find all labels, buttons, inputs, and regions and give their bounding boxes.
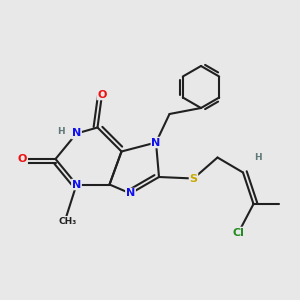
Text: N: N — [126, 188, 135, 199]
Text: O: O — [18, 154, 27, 164]
Text: N: N — [72, 179, 81, 190]
Text: CH₃: CH₃ — [58, 217, 76, 226]
Text: H: H — [57, 127, 65, 136]
Text: H: H — [254, 153, 262, 162]
Text: O: O — [97, 89, 107, 100]
Text: N: N — [72, 128, 81, 139]
Text: N: N — [152, 137, 160, 148]
Text: S: S — [190, 173, 197, 184]
Text: Cl: Cl — [232, 227, 244, 238]
